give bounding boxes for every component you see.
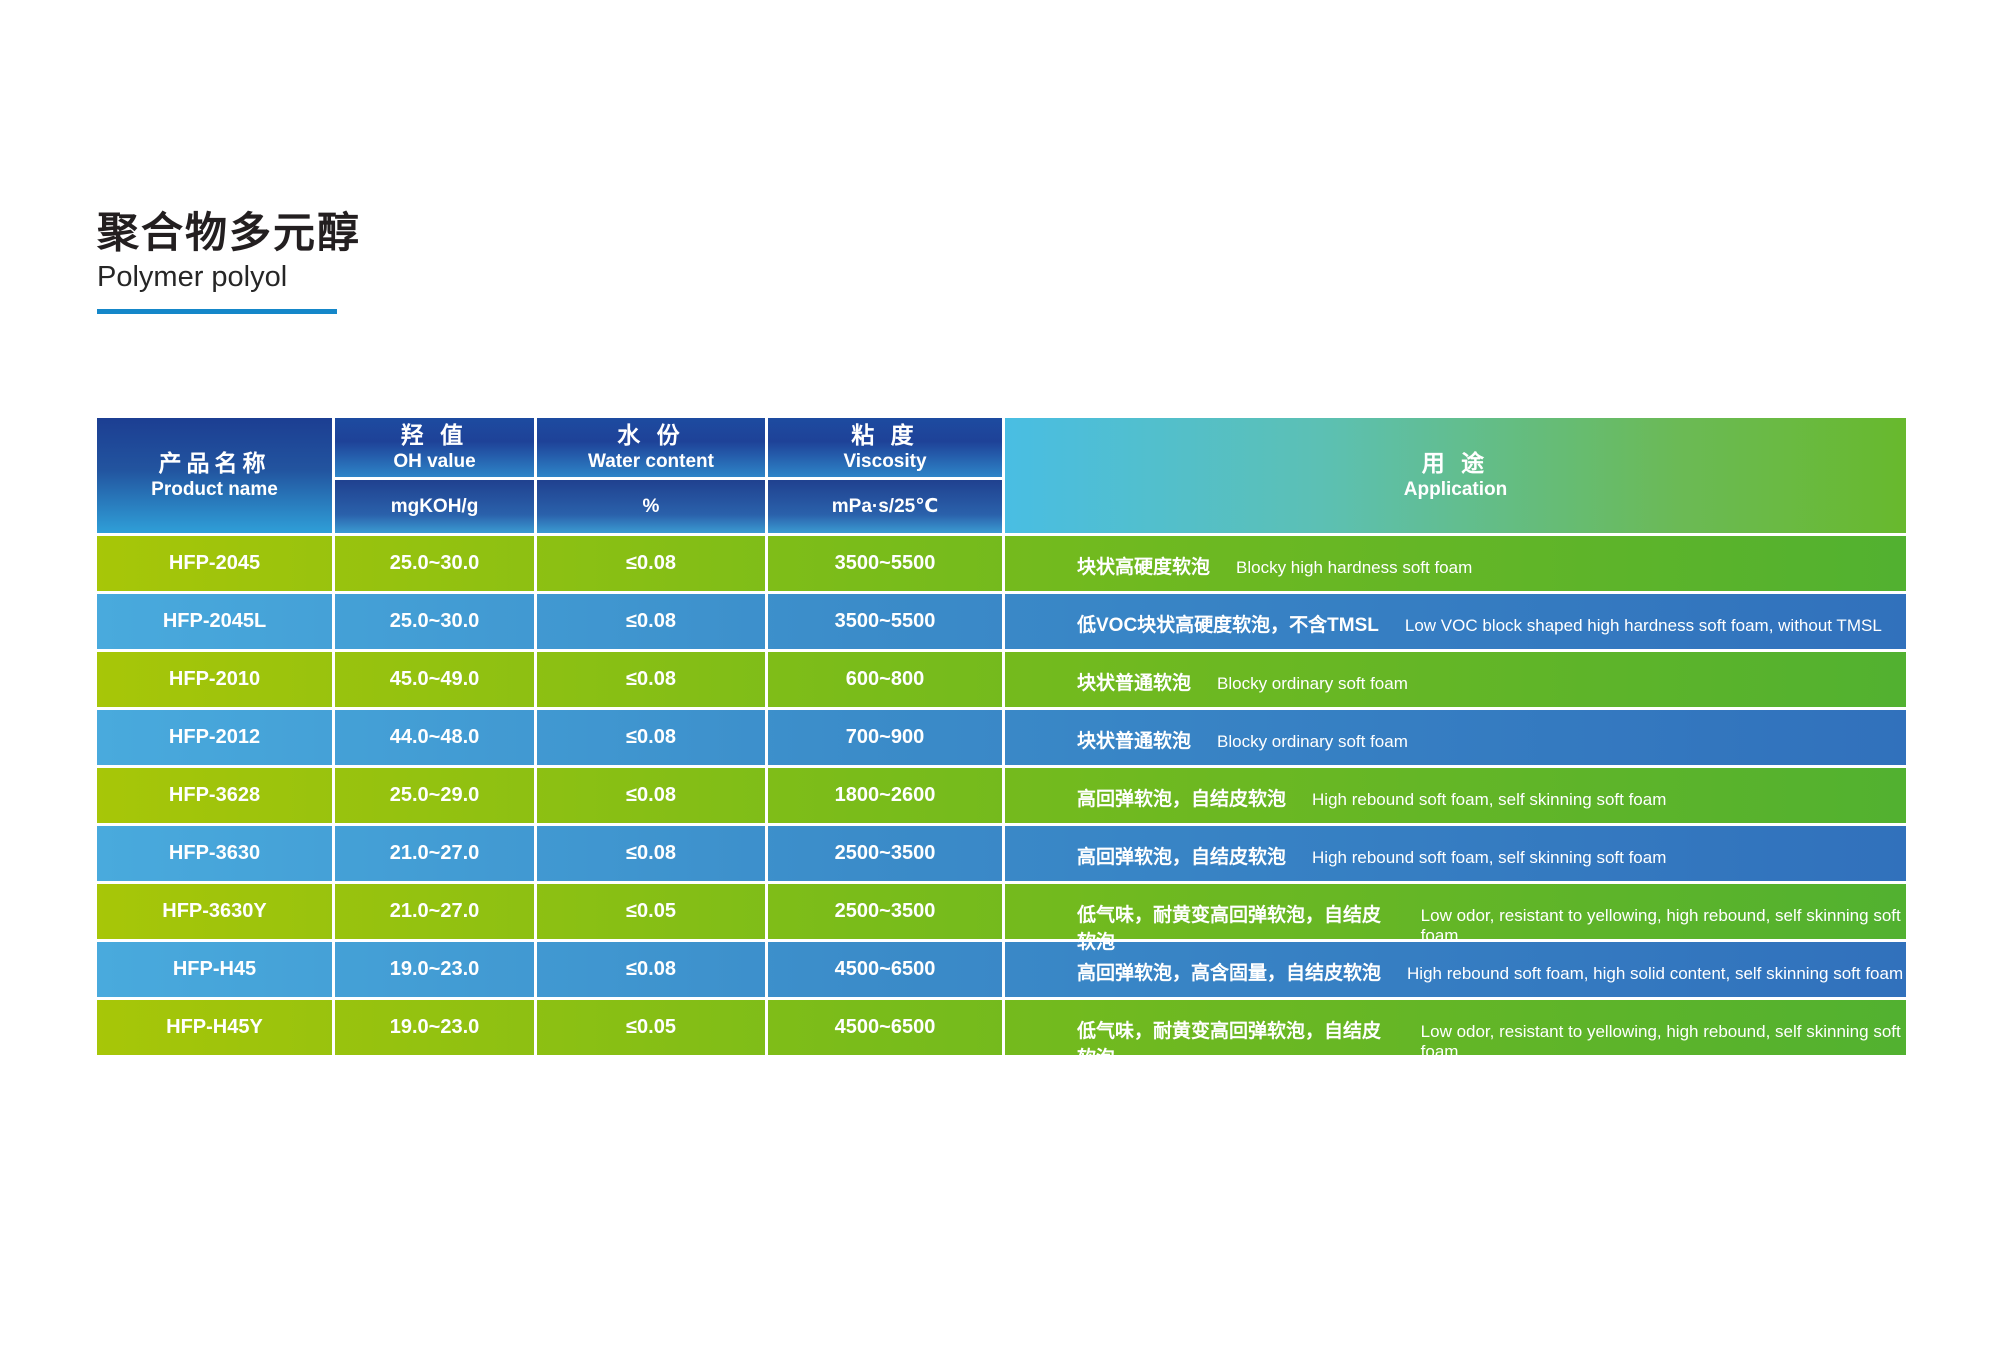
cell-oh-value: 25.0~29.0 [335, 768, 537, 823]
page-title-zh: 聚合物多元醇 [97, 209, 362, 256]
table-row: HFP-H45 19.0~23.0 ≤0.08 4500~6500 高回弹软泡，… [97, 942, 1906, 997]
cell-viscosity: 4500~6500 [768, 942, 1005, 997]
application-zh: 块状普通软泡 [1077, 673, 1192, 694]
header-application: 用 途 Application [1005, 418, 1906, 533]
application-en: Low VOC block shaped high hardness soft … [1404, 616, 1882, 635]
application-zh: 块状普通软泡 [1077, 731, 1192, 752]
cell-water-content: ≤0.08 [537, 594, 768, 649]
cell-viscosity: 700~900 [768, 710, 1005, 765]
application-zh: 低气味，耐黄变高回弹软泡，自结皮软泡 [1077, 905, 1382, 953]
cell-viscosity: 1800~2600 [768, 768, 1005, 823]
page-title-en: Polymer polyol [97, 261, 288, 294]
header-viscosity: 粘 度 Viscosity mPa·s/25℃ [768, 418, 1005, 533]
cell-viscosity: 600~800 [768, 652, 1005, 707]
table-row: HFP-2010 45.0~49.0 ≤0.08 600~800 块状普通软泡 … [97, 652, 1906, 707]
cell-oh-value: 21.0~27.0 [335, 826, 537, 881]
cell-water-content: ≤0.08 [537, 536, 768, 591]
header-product-en: Product name [151, 479, 278, 500]
cell-water-content: ≤0.05 [537, 1000, 768, 1055]
application-en: Blocky ordinary soft foam [1217, 732, 1408, 751]
cell-application: 高回弹软泡，高含固量，自结皮软泡 High rebound soft foam,… [1005, 942, 1906, 997]
header-product-name: 产品名称 Product name [97, 418, 335, 533]
header-water-unit: % [537, 480, 765, 533]
cell-oh-value: 19.0~23.0 [335, 942, 537, 997]
header-application-en: Application [1403, 479, 1508, 500]
table-row: HFP-3630Y 21.0~27.0 ≤0.05 2500~3500 低气味，… [97, 884, 1906, 953]
header-oh-zh: 羟 值 [400, 422, 469, 449]
table-row: HFP-2012 44.0~48.0 ≤0.08 700~900 块状普通软泡 … [97, 710, 1906, 765]
cell-viscosity: 3500~5500 [768, 536, 1005, 591]
cell-product-name: HFP-3630Y [97, 884, 335, 939]
header-oh-unit: mgKOH/g [335, 480, 534, 533]
cell-oh-value: 45.0~49.0 [335, 652, 537, 707]
table-row: HFP-3630 21.0~27.0 ≤0.08 2500~3500 高回弹软泡… [97, 826, 1906, 881]
table-row: HFP-3628 25.0~29.0 ≤0.08 1800~2600 高回弹软泡… [97, 768, 1906, 823]
cell-application: 块状普通软泡 Blocky ordinary soft foam [1005, 652, 1906, 707]
cell-application: 块状高硬度软泡 Blocky high hardness soft foam [1005, 536, 1906, 591]
cell-viscosity: 4500~6500 [768, 1000, 1005, 1055]
header-water-zh: 水 份 [617, 422, 685, 449]
cell-water-content: ≤0.05 [537, 884, 768, 939]
cell-viscosity: 2500~3500 [768, 884, 1005, 939]
cell-application: 低气味，耐黄变高回弹软泡，自结皮软泡 Low odor, resistant t… [1005, 884, 1906, 953]
application-en: Low odor, resistant to yellowing, high r… [1420, 906, 1901, 945]
cell-application: 块状普通软泡 Blocky ordinary soft foam [1005, 710, 1906, 765]
cell-application: 低气味，耐黄变高回弹软泡，自结皮软泡 Low odor, resistant t… [1005, 1000, 1906, 1069]
cell-water-content: ≤0.08 [537, 652, 768, 707]
cell-product-name: HFP-2010 [97, 652, 335, 707]
application-zh: 高回弹软泡，自结皮软泡 [1077, 847, 1287, 868]
application-en: High rebound soft foam, high solid conte… [1407, 964, 1904, 983]
application-en: Blocky ordinary soft foam [1217, 674, 1408, 693]
header-viscosity-en: Viscosity [843, 451, 927, 472]
cell-oh-value: 21.0~27.0 [335, 884, 537, 939]
table-row: HFP-2045L 25.0~30.0 ≤0.08 3500~5500 低VOC… [97, 594, 1906, 649]
title-underline [97, 309, 337, 315]
cell-product-name: HFP-2045 [97, 536, 335, 591]
application-en: Blocky high hardness soft foam [1236, 558, 1473, 577]
cell-application: 高回弹软泡，自结皮软泡 High rebound soft foam, self… [1005, 768, 1906, 823]
cell-product-name: HFP-2045L [97, 594, 335, 649]
header-viscosity-unit: mPa·s/25℃ [768, 480, 1002, 533]
cell-product-name: HFP-3630 [97, 826, 335, 881]
application-en: High rebound soft foam, self skinning so… [1312, 848, 1667, 867]
header-viscosity-zh: 粘 度 [851, 422, 919, 449]
application-zh: 低气味，耐黄变高回弹软泡，自结皮软泡 [1077, 1021, 1382, 1069]
application-zh: 块状高硬度软泡 [1077, 557, 1211, 578]
cell-product-name: HFP-3628 [97, 768, 335, 823]
header-water-en: Water content [588, 451, 714, 472]
title-block: 聚合物多元醇 Polymer polyol [97, 209, 362, 315]
header-oh-en: OH value [393, 451, 476, 472]
cell-application: 高回弹软泡，自结皮软泡 High rebound soft foam, self… [1005, 826, 1906, 881]
cell-oh-value: 44.0~48.0 [335, 710, 537, 765]
header-water-content: 水 份 Water content % [537, 418, 768, 533]
cell-oh-value: 19.0~23.0 [335, 1000, 537, 1055]
cell-viscosity: 2500~3500 [768, 826, 1005, 881]
cell-product-name: HFP-H45Y [97, 1000, 335, 1055]
cell-water-content: ≤0.08 [537, 826, 768, 881]
cell-viscosity: 3500~5500 [768, 594, 1005, 649]
spec-table: 产品名称 Product name 羟 值 OH value mgKOH/g 水… [97, 418, 1906, 1069]
cell-oh-value: 25.0~30.0 [335, 594, 537, 649]
cell-water-content: ≤0.08 [537, 942, 768, 997]
cell-product-name: HFP-H45 [97, 942, 335, 997]
cell-oh-value: 25.0~30.0 [335, 536, 537, 591]
cell-water-content: ≤0.08 [537, 768, 768, 823]
table-row: HFP-H45Y 19.0~23.0 ≤0.05 4500~6500 低气味，耐… [97, 1000, 1906, 1069]
cell-application: 低VOC块状高硬度软泡，不含TMSL Low VOC block shaped … [1005, 594, 1906, 649]
cell-product-name: HFP-2012 [97, 710, 335, 765]
application-en: High rebound soft foam, self skinning so… [1312, 790, 1667, 809]
table-body: HFP-2045 25.0~30.0 ≤0.08 3500~5500 块状高硬度… [97, 536, 1906, 1069]
table-header: 产品名称 Product name 羟 值 OH value mgKOH/g 水… [97, 418, 1906, 533]
application-zh: 高回弹软泡，高含固量，自结皮软泡 [1077, 963, 1382, 984]
application-zh: 低VOC块状高硬度软泡，不含TMSL [1077, 615, 1379, 636]
table-row: HFP-2045 25.0~30.0 ≤0.08 3500~5500 块状高硬度… [97, 536, 1906, 591]
application-zh: 高回弹软泡，自结皮软泡 [1077, 789, 1287, 810]
cell-water-content: ≤0.08 [537, 710, 768, 765]
header-application-zh: 用 途 [1421, 450, 1490, 477]
header-oh-value: 羟 值 OH value mgKOH/g [335, 418, 537, 533]
header-product-zh: 产品名称 [158, 450, 271, 477]
application-en: Low odor, resistant to yellowing, high r… [1420, 1022, 1901, 1061]
